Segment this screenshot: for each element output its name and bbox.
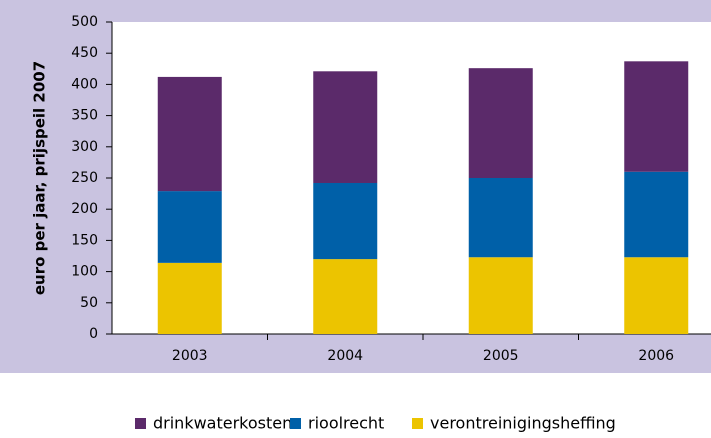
y-tick-label: 300 [71,139,98,155]
bar-segment [313,71,378,183]
bar-segment [624,171,689,258]
y-tick-label: 100 [71,264,98,280]
y-tick-label: 150 [71,232,98,248]
bar-segment [157,76,222,192]
y-tick-label: 0 [89,326,98,342]
legend-swatch [290,418,301,429]
x-tick-label: 2005 [483,348,519,364]
legend-label: drinkwaterkosten [153,414,292,433]
y-tick-label: 500 [71,14,98,30]
y-tick-label: 50 [80,295,98,311]
bar-segment [313,182,378,260]
x-tick-label: 2003 [172,348,208,364]
x-tick-label: 2006 [638,348,674,364]
legend-label: rioolrecht [308,414,384,433]
y-tick-label: 350 [71,108,98,124]
bar-segment [624,257,689,334]
bar-segment [157,191,222,263]
bar-segment [468,178,533,258]
bar-segment [468,257,533,334]
legend-swatch [412,418,423,429]
legend-swatch [135,418,146,429]
y-tick-label: 400 [71,76,98,92]
legend-label: verontreinigingsheffing [430,414,616,433]
y-tick-label: 250 [71,170,98,186]
y-tick-label: 200 [71,201,98,217]
bar-segment [313,259,378,334]
bar-segment [468,68,533,178]
y-axis-label: euro per jaar, prijspeil 2007 [31,61,49,295]
bar-segment [157,262,222,334]
y-tick-label: 450 [71,45,98,61]
bar-segment [624,61,689,172]
x-tick-label: 2004 [327,348,363,364]
